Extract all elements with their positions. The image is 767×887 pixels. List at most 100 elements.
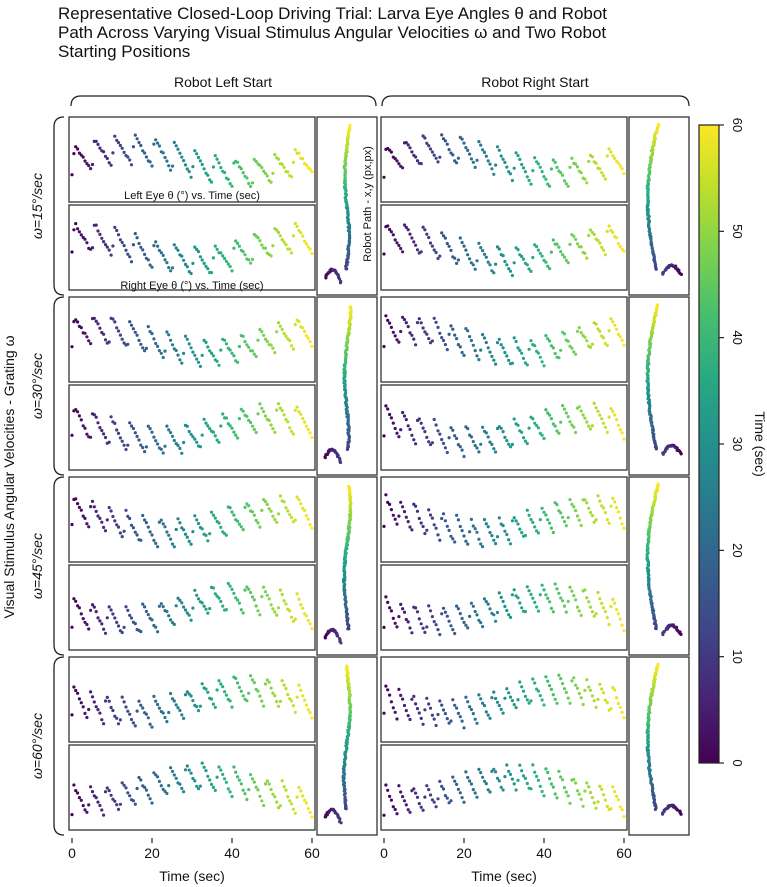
eye-angle-point	[561, 173, 565, 177]
x-axis-label: Time (sec)	[471, 868, 537, 884]
eye-angle-point	[508, 695, 513, 699]
eye-angle-point	[601, 793, 606, 797]
eye-angle-point	[490, 534, 494, 538]
eye-angle-point	[393, 710, 397, 714]
robot-path-point	[646, 575, 650, 580]
eye-angle-point	[579, 245, 583, 249]
eye-angle-point	[133, 802, 137, 806]
eye-angle-point	[384, 314, 388, 318]
eye-angle-point	[456, 787, 460, 791]
eye-angle-point	[432, 717, 436, 721]
eye-angle-point	[440, 231, 444, 235]
eye-angle-point	[172, 622, 176, 627]
eye-angle-point	[421, 426, 425, 430]
eye-angle-point	[603, 610, 608, 614]
eye-angle-point	[282, 413, 286, 417]
eye-angle-point	[308, 810, 312, 815]
eye-angle-point	[432, 523, 436, 527]
eye-angle-point	[291, 432, 295, 436]
eye-angle-point	[542, 588, 546, 592]
eye-angle-point	[469, 338, 473, 343]
eye-angle-point	[499, 154, 503, 158]
eye-angle-point	[598, 597, 602, 601]
eye-angle-point	[479, 348, 483, 352]
eye-angle-point	[185, 535, 189, 539]
eye-angle-point	[609, 504, 613, 508]
eye-angle-point	[118, 333, 122, 337]
eye-angle-point	[100, 236, 104, 240]
eye-angle-point	[505, 165, 509, 169]
eye-angle-point	[79, 233, 83, 237]
eye-angle-point	[451, 428, 455, 432]
eye-angle-point	[260, 406, 264, 410]
eye-angle-point	[157, 706, 161, 710]
eye-angle-point	[441, 441, 446, 445]
eye-angle-scatter	[382, 401, 626, 459]
eye-angle-point	[542, 364, 546, 368]
eye-angle-point	[423, 630, 427, 635]
eye-angle-point	[156, 344, 160, 348]
eye-angle-point	[577, 691, 581, 696]
eye-angle-point	[293, 408, 297, 412]
eye-angle-point	[427, 440, 431, 444]
eye-angle-point	[118, 531, 122, 535]
eye-angle-point	[419, 250, 423, 254]
eye-angle-point	[397, 615, 401, 619]
eye-angle-point	[135, 434, 139, 438]
eye-angle-point	[521, 257, 526, 261]
eye-angle-point	[451, 628, 455, 632]
eye-angle-point	[144, 521, 148, 525]
eye-angle-point	[204, 533, 208, 538]
eye-angle-point	[548, 684, 552, 688]
eye-angle-point	[103, 435, 108, 440]
eye-angle-point	[588, 790, 593, 795]
eye-angle-point	[395, 625, 399, 629]
eye-angle-point	[417, 711, 421, 715]
robot-path-point	[345, 347, 349, 352]
eye-angle-point	[156, 702, 160, 707]
eye-angle-point	[521, 774, 526, 778]
eye-angle-point	[451, 698, 455, 702]
eye-angle-point	[561, 404, 565, 408]
eye-angle-point	[306, 336, 310, 340]
eye-angle-point	[430, 516, 434, 520]
eye-angle-point	[196, 360, 201, 364]
eye-angle-point	[605, 430, 609, 434]
eye-angle-point	[510, 273, 514, 278]
robot-path-point	[347, 691, 351, 696]
eye-angle-point	[103, 338, 108, 342]
eye-angle-point	[120, 337, 124, 341]
eye-angle-point	[492, 358, 496, 362]
eye-angle-point	[603, 798, 608, 802]
eye-angle-point	[183, 532, 188, 536]
eye-angle-point	[590, 155, 595, 159]
eye-angle-point	[428, 241, 433, 245]
eye-angle-point	[609, 228, 613, 232]
eye-angle-point	[596, 409, 600, 413]
eye-angle-point	[76, 147, 80, 151]
eye-angle-point	[601, 248, 606, 252]
eye-angle-point	[148, 263, 152, 267]
eye-angle-point	[293, 148, 297, 152]
eye-angle-point	[126, 342, 130, 346]
eye-angle-point	[484, 600, 488, 604]
eye-angle-point	[568, 498, 572, 502]
eye-angle-point	[388, 502, 392, 506]
eye-angle-point	[468, 335, 472, 339]
eye-angle-point	[228, 506, 232, 510]
robot-path-point	[645, 555, 649, 559]
eye-angle-point	[428, 793, 433, 797]
eye-angle-point	[458, 345, 462, 349]
eye-angle-point	[568, 585, 572, 589]
eye-angle-point	[479, 542, 483, 546]
eye-angle-point	[284, 506, 288, 510]
eye-angle-point	[456, 518, 460, 522]
eye-angle-point	[167, 428, 171, 432]
eye-angle-point	[115, 716, 119, 720]
eye-angle-point	[113, 714, 117, 718]
eye-panel-frame	[380, 116, 628, 203]
eye-angle-scatter	[70, 316, 314, 368]
eye-angle-point	[76, 502, 80, 506]
eye-angle-point	[564, 182, 568, 186]
eye-angle-point	[564, 610, 568, 614]
